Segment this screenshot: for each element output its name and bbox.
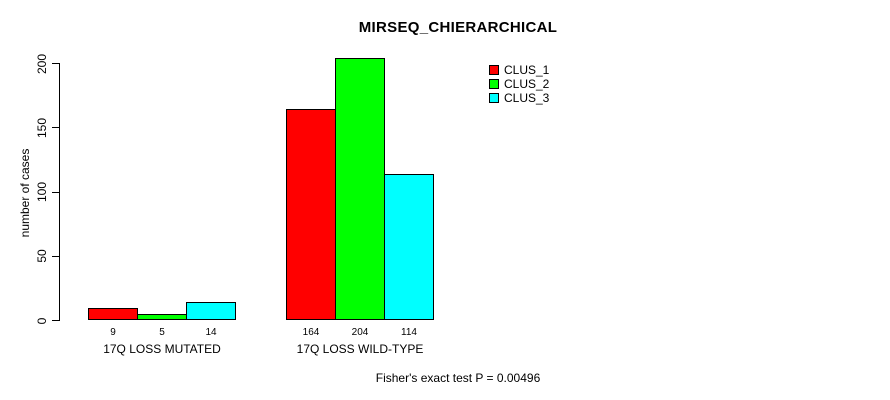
bar-value-label: 204 [351, 327, 369, 338]
y-tick-label: 0 [35, 317, 49, 324]
legend-item: CLUS_3 [489, 91, 549, 105]
y-tick-mark [52, 127, 59, 129]
bar-clus_3-1 [186, 302, 236, 320]
y-tick-label: 100 [35, 181, 49, 203]
y-tick-label: 200 [35, 53, 49, 74]
legend: CLUS_1 CLUS_2 CLUS_3 [489, 63, 549, 105]
bar-clus_2-2 [335, 57, 385, 320]
bar-clus_3-2 [384, 173, 434, 320]
annotation-text: Fisher's exact test P = 0.00496 [375, 371, 541, 385]
bar-clus_2-1 [137, 313, 187, 320]
legend-swatch-clus_3 [489, 93, 499, 103]
category-label: 17Q LOSS WILD-TYPE [296, 342, 424, 356]
y-axis-line [59, 63, 60, 321]
legend-swatch-clus_1 [489, 65, 499, 75]
bar-value-label: 164 [302, 327, 320, 338]
legend-label: CLUS_2 [504, 77, 550, 91]
bar-value-label: 9 [110, 327, 116, 338]
bar-clus_1-2 [286, 109, 336, 320]
chart-title: MIRSEQ_CHIERARCHICAL [358, 19, 558, 36]
bar-value-label: 14 [205, 327, 217, 338]
y-tick-label: 50 [35, 249, 49, 263]
legend-item: CLUS_2 [489, 77, 549, 91]
bar-value-label: 5 [159, 327, 165, 338]
legend-label: CLUS_1 [504, 63, 550, 77]
legend-label: CLUS_3 [504, 91, 550, 105]
y-tick-mark [52, 191, 59, 193]
y-tick-label: 150 [35, 117, 49, 138]
legend-swatch-clus_2 [489, 79, 499, 89]
legend-item: CLUS_1 [489, 63, 549, 77]
bar-value-label: 114 [401, 327, 417, 338]
category-label: 17Q LOSS MUTATED [103, 342, 221, 356]
y-tick-mark [52, 255, 59, 257]
bar-clus_1-1 [88, 308, 138, 320]
y-tick-mark [52, 63, 59, 64]
y-tick-mark [52, 320, 59, 321]
y-axis-label: number of cases [18, 148, 32, 238]
